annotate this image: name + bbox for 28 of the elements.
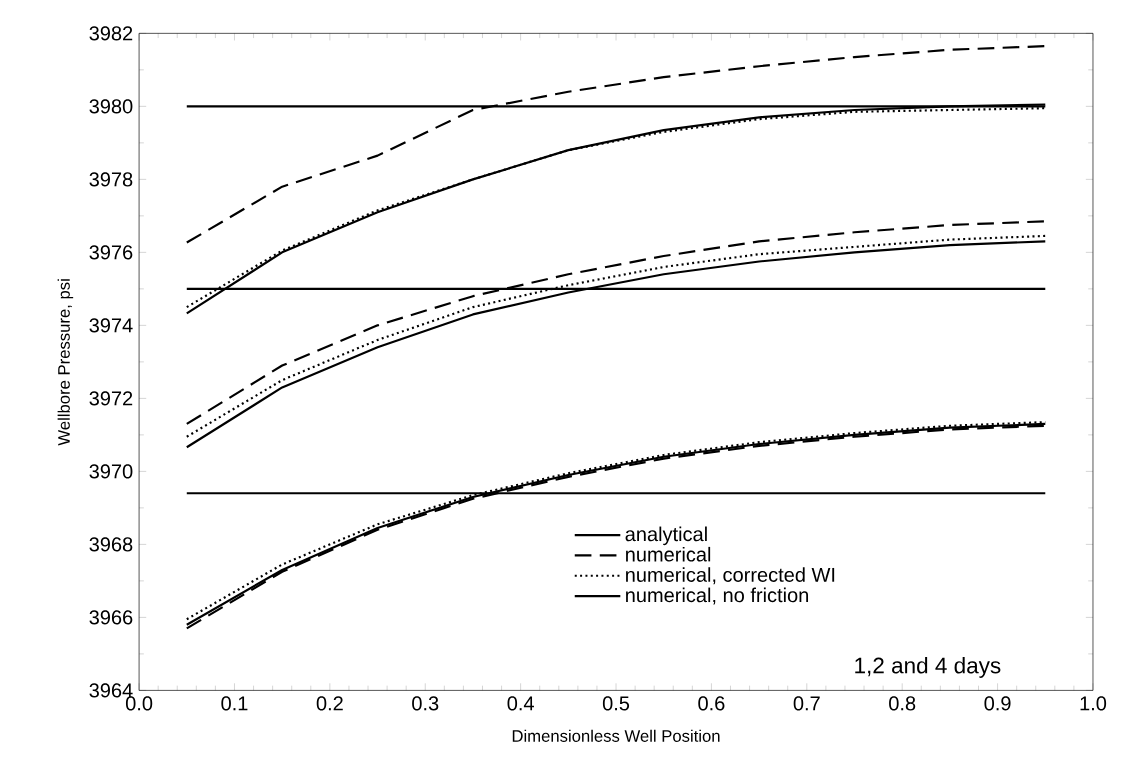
x-tick-label: 0.9 xyxy=(984,696,1011,711)
legend-label: numerical, no friction xyxy=(626,587,809,605)
y-tick-label: 3972 xyxy=(89,391,133,406)
x-tick-label: 0.6 xyxy=(698,696,725,711)
x-tick-label: 1.0 xyxy=(1080,696,1107,711)
annotation: 1,2 and 4 days xyxy=(855,656,1001,678)
y-tick-label: 3964 xyxy=(89,683,133,698)
x-tick-label: 0.2 xyxy=(316,696,343,711)
x-tick-label: 0.5 xyxy=(602,696,630,711)
legend-label: numerical, corrected WI xyxy=(626,567,835,585)
x-tick-label: 0.3 xyxy=(412,696,439,711)
y-tick-label: 3978 xyxy=(89,172,133,187)
x-tick-label: 0.0 xyxy=(125,696,153,711)
y-axis-title: Wellbore Pressure, psi xyxy=(57,279,74,446)
y-tick-label: 3968 xyxy=(89,537,133,552)
y-tick-label: 3974 xyxy=(89,318,133,333)
y-tick-label: 3970 xyxy=(89,464,133,479)
legend-label: analytical xyxy=(625,526,707,545)
x-axis-title: Dimensionless Well Position xyxy=(512,729,720,742)
y-tick-label: 3982 xyxy=(89,26,133,41)
x-tick-label: 0.7 xyxy=(793,696,820,711)
y-tick-label: 3976 xyxy=(89,245,133,260)
legend-label: numerical xyxy=(626,546,711,562)
x-tick-label: 0.4 xyxy=(507,696,534,711)
y-tick-label: 3966 xyxy=(89,610,133,625)
x-tick-label: 0.1 xyxy=(221,696,248,711)
y-tick-label: 3980 xyxy=(89,99,133,114)
x-tick-label: 0.8 xyxy=(889,696,916,711)
